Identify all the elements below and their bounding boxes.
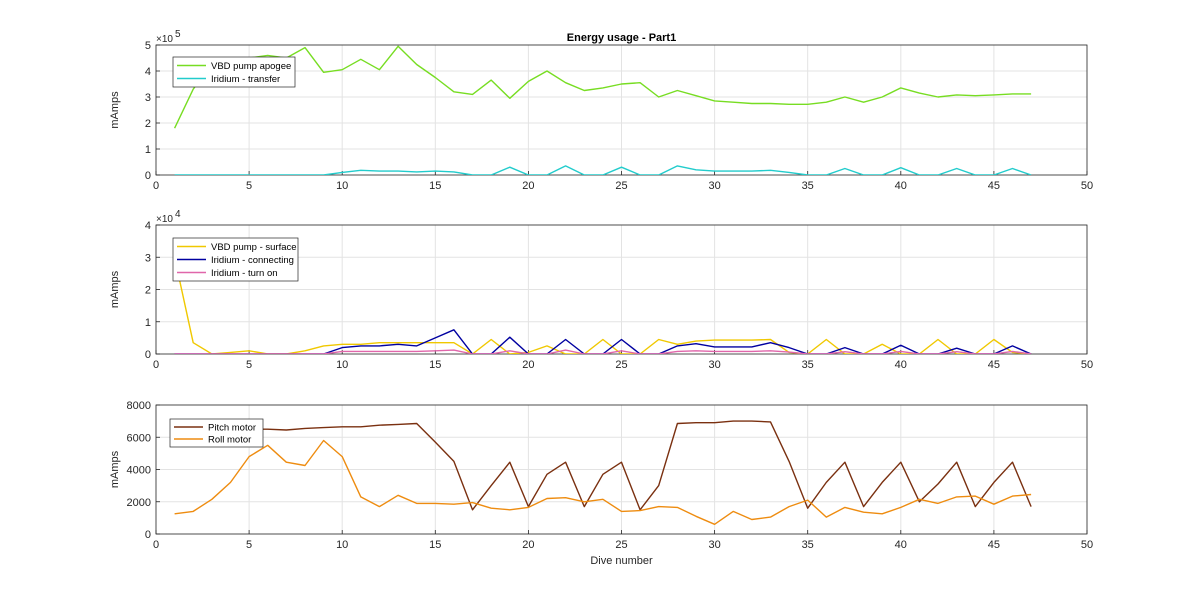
legend-box [172, 56, 296, 88]
series-line-iridium-transfer [174, 165, 1032, 175]
x-tick-label: 45 [988, 359, 1000, 371]
x-tick-label: 15 [429, 180, 441, 192]
x-tick-label: 35 [802, 539, 814, 551]
x-tick-label: 10 [336, 359, 348, 371]
x-tick-label: 25 [615, 359, 627, 371]
y-axis-label: mAmps [109, 450, 121, 488]
y-tick-label: 2000 [127, 497, 151, 509]
x-tick-label: 50 [1081, 539, 1093, 551]
y-tick-label: 2 [145, 285, 151, 297]
y-tick-label: 4 [145, 66, 151, 78]
series-line-vbd-pump-apogee [173, 45, 1032, 129]
panel-3: 0 5 10 15 20 25 30 35 40 45 50 0 2000 4000 6000 8000 mAm… [109, 400, 1093, 567]
y-tick-label: 1 [145, 144, 151, 156]
legend-label: Roll motor [208, 435, 251, 446]
x-axis-label: Dive number [590, 555, 653, 567]
legend-label: Iridium - transfer [211, 74, 280, 85]
y-tick-label: 3 [145, 252, 151, 264]
x-tick-label: 45 [988, 180, 1000, 192]
y-tick-label: 4000 [127, 465, 151, 477]
x-tick-label: 20 [522, 539, 534, 551]
y-tick-label: 2 [145, 118, 151, 130]
y-multiplier-label: ×10 [156, 34, 173, 45]
y-tick-label: 6000 [127, 432, 151, 444]
chart-title: Energy usage - Part1 [567, 32, 676, 44]
legend-label: VBD pump - surface [211, 242, 297, 253]
x-tick-label: 15 [429, 359, 441, 371]
y-tick-label: 1 [145, 317, 151, 329]
y-tick-label: 0 [145, 529, 151, 541]
x-tick-label: 0 [153, 359, 159, 371]
series-line-pitch-motor [174, 420, 1032, 511]
x-tick-label: 5 [246, 180, 252, 192]
x-tick-label: 0 [153, 539, 159, 551]
x-tick-label: 30 [708, 539, 720, 551]
y-tick-label: 4 [145, 220, 151, 232]
x-tick-label: 10 [336, 539, 348, 551]
x-tick-label: 0 [153, 180, 159, 192]
series-line-iridium-connecting [174, 329, 1032, 354]
x-tick-label: 20 [522, 359, 534, 371]
legend-label: Pitch motor [208, 423, 256, 434]
x-tick-label: 10 [336, 180, 348, 192]
x-tick-label: 40 [895, 180, 907, 192]
x-tick-label: 35 [802, 180, 814, 192]
y-tick-label: 0 [145, 170, 151, 182]
x-tick-label: 50 [1081, 359, 1093, 371]
x-tick-label: 5 [246, 539, 252, 551]
x-tick-label: 35 [802, 359, 814, 371]
y-tick-label: 8000 [127, 400, 151, 412]
y-tick-label: 0 [145, 349, 151, 361]
y-multiplier-exponent: 5 [175, 29, 181, 40]
x-tick-label: 45 [988, 539, 1000, 551]
y-multiplier-label: ×10 [156, 214, 173, 225]
y-axis-label: mAmps [109, 270, 121, 308]
x-tick-label: 20 [522, 180, 534, 192]
x-tick-label: 50 [1081, 180, 1093, 192]
y-tick-label: 3 [145, 92, 151, 104]
x-tick-label: 15 [429, 539, 441, 551]
x-tick-label: 40 [895, 539, 907, 551]
x-tick-label: 5 [246, 359, 252, 371]
series-line-vbd-pump-surface [173, 257, 1032, 354]
legend-label: Iridium - connecting [211, 255, 294, 266]
y-tick-label: 5 [145, 40, 151, 52]
legend-label: VBD pump apogee [211, 61, 291, 72]
y-axis-label: mAmps [109, 91, 121, 129]
series-line-roll-motor [174, 439, 1032, 525]
x-tick-label: 25 [615, 539, 627, 551]
y-multiplier-exponent: 4 [175, 209, 181, 220]
x-tick-label: 30 [708, 359, 720, 371]
series-line-iridium-turn-on [174, 349, 1032, 354]
x-tick-label: 25 [615, 180, 627, 192]
x-tick-label: 30 [708, 180, 720, 192]
legend-label: Iridium - turn on [211, 268, 278, 279]
legend-box [169, 418, 264, 448]
x-tick-label: 40 [895, 359, 907, 371]
